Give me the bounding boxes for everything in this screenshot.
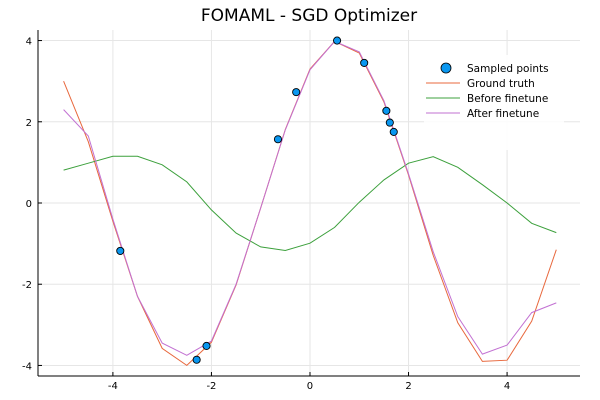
x-tick-label: -4 [108,381,118,392]
axes: -4 -2 0 2 4 -4 -2 0 2 4 [22,30,580,392]
sampled-point [382,106,391,115]
legend: Sampled points Ground truth Before finet… [424,55,564,150]
x-tick-label: -2 [206,381,216,392]
sampled-point [360,58,369,67]
y-tick-label: -2 [22,280,32,291]
sampled-point [389,127,398,136]
x-tick-label: 2 [405,381,411,392]
legend-label-before: Before finetune [467,93,548,105]
legend-label-after: After finetune [467,108,539,120]
legend-label-ground-truth: Ground truth [467,78,535,90]
series-layer [63,40,557,367]
sampled-point [192,355,201,364]
y-tick-label: 4 [26,37,32,48]
x-tick-label: 4 [504,381,510,392]
sampled-point [116,246,125,255]
series-line-before-finetune [63,155,557,252]
y-tick-label: 0 [26,199,32,210]
y-tick-label: 2 [26,118,32,129]
legend-label-sampled: Sampled points [467,63,549,75]
series-line-after-finetune [63,40,557,356]
sampled-point [292,88,301,97]
y-tick-label: -4 [22,361,32,372]
legend-marker-sampled [440,62,452,74]
x-tick-label: 0 [307,381,313,392]
sampled-point [333,36,342,45]
chart-title: FOMAML - SGD Optimizer [201,6,417,26]
sampled-points [116,36,398,364]
sampled-point [202,341,211,350]
sampled-point [385,118,394,127]
sampled-point [273,135,283,144]
series-line-ground-truth [63,40,557,367]
